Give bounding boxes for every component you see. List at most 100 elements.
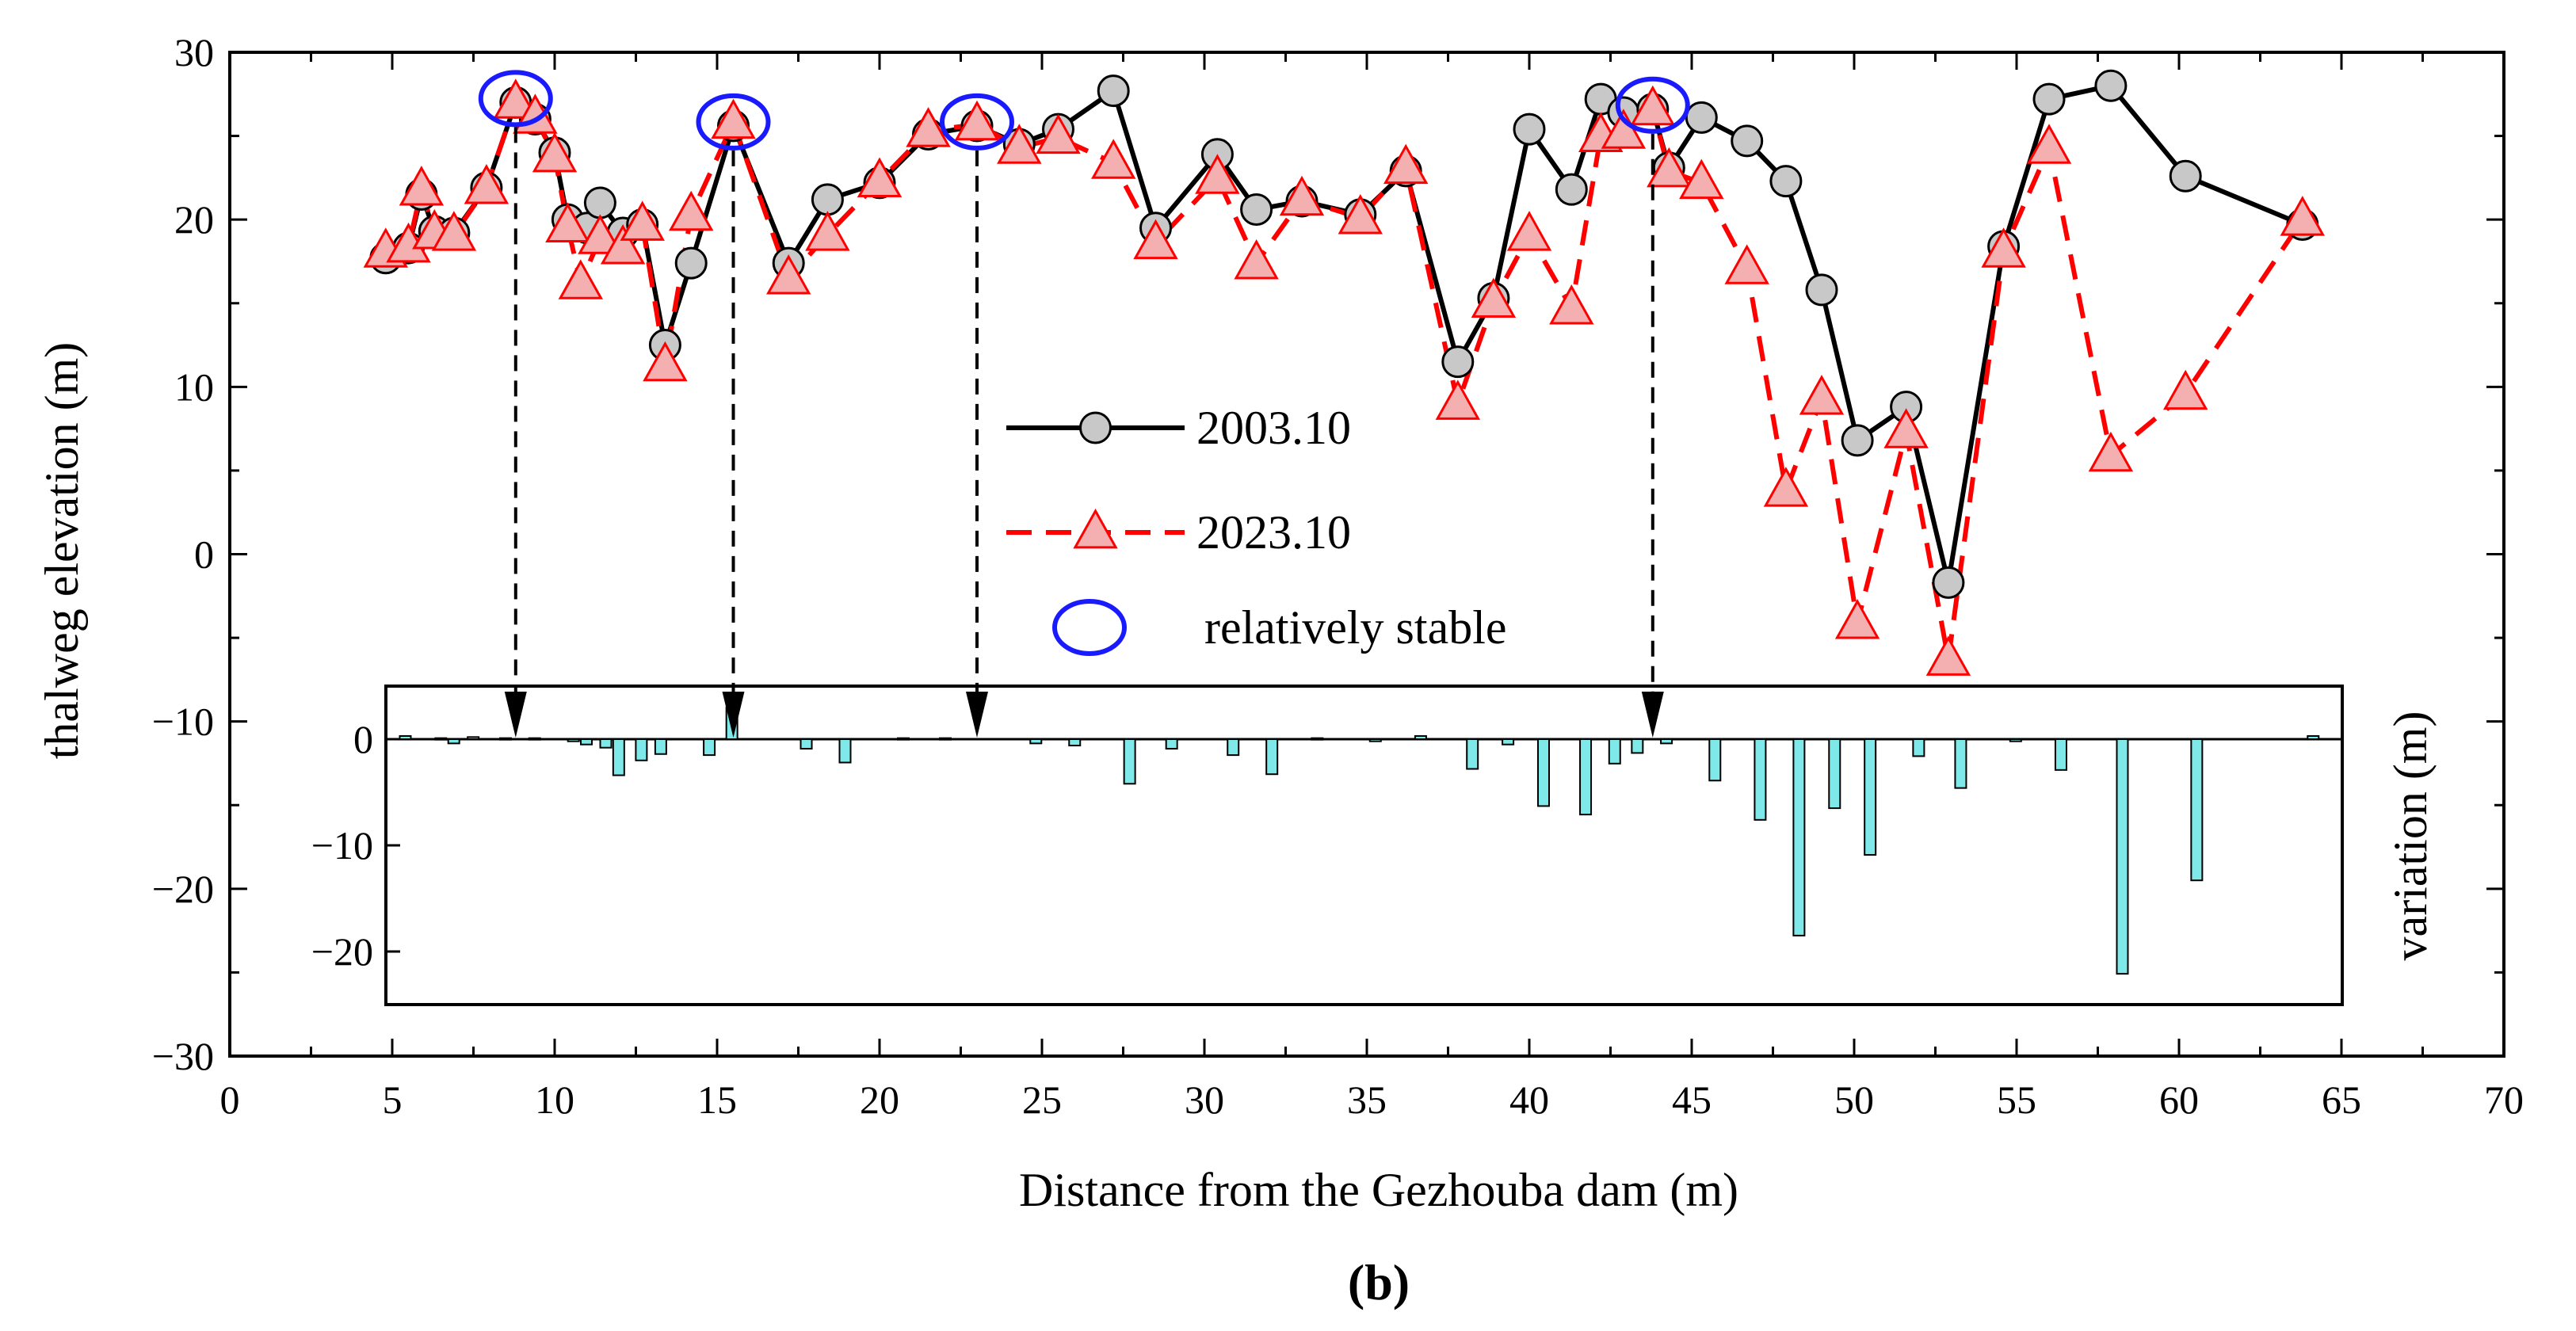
inset-bar [2054,738,2067,771]
x-tick-label: 0 [220,1077,240,1122]
x-tick-label: 10 [535,1077,574,1122]
series-2023-point [805,211,850,251]
series-2003-point [1555,173,1588,206]
series-2023-point [2162,369,2208,410]
series-2023-point [1090,139,1136,179]
stable-arrow-head [504,692,527,738]
series-2023-point [578,214,623,254]
inset-bar [612,738,625,776]
x-tick-label: 5 [383,1077,403,1122]
inset-bar [1864,738,1877,856]
series-2003-point [1805,273,1838,307]
inset-bar [838,738,852,764]
inset-bar [1954,738,1967,789]
inset-bar [434,737,448,741]
main-axes: 0 5 10 15 20 25 30 35 40 45 50 55 60 65 70 −30 −20 −10 0 10… [152,30,2524,1122]
inset-bar [1123,738,1136,785]
series-2003-point [1513,113,1546,146]
inset-bar [703,738,716,757]
stable-arrow-head [1641,692,1664,738]
inset-bar [1912,738,1925,757]
y-tick-label: 20 [174,197,214,242]
inset-bar [1792,738,1806,936]
inset-bar-chart: 0 −10 −20 [311,685,2344,1006]
inset-bar [800,738,813,750]
series-2003-point [2032,82,2066,116]
x-tick-label: 30 [1185,1077,1224,1122]
series-2003-point [583,186,616,219]
inset-bar [654,738,667,755]
series-2023-point [997,124,1042,164]
series-2003-point [1841,424,1874,457]
series-2023-point [643,341,688,382]
inset-bar [2116,738,2129,975]
series-2023-point [1133,219,1178,260]
series-2003-point [1731,124,1764,158]
series-2023-point [2280,196,2326,236]
series-2023-point [620,200,665,241]
inset-bar [1265,738,1279,776]
series-2003-point [1441,345,1475,379]
x-tick-label: 55 [1997,1077,2036,1122]
series-2023-point [1279,175,1325,216]
series-2023-point [668,190,714,231]
inset-bar [467,736,480,741]
series-2003-point [1097,74,1130,108]
series-2023-point [2088,431,2134,472]
y-tick-label: −10 [152,700,214,744]
legend-marker-2003 [1079,411,1112,444]
series-2023-point [711,98,756,139]
series-2023-point [765,254,811,295]
series-2023-point [545,202,590,243]
y-axis-title: thalweg elevation (m) [36,342,88,759]
inset-bar [635,738,648,761]
series-2023-point [1383,143,1429,185]
stable-arrow-head [722,692,745,738]
inset-bar [447,738,460,745]
series-2023-point [399,166,445,206]
series-2023-point [1981,227,2026,268]
inset-bar [567,738,580,742]
legend: 2003.10 2023.10 relatively stable [1006,402,1507,656]
series-2003-point [2094,69,2128,102]
inset-bar [1828,738,1841,810]
series-2023-point [1195,154,1240,194]
series-2023-point [1925,635,1971,676]
series-2023-point [558,259,604,299]
stable-ellipse [1615,76,1690,134]
series-2003-point [1932,566,1965,599]
series-2023-point [1549,284,1594,325]
inset-bar [896,737,910,741]
inset-bar [2190,738,2204,882]
series-2003-point [2169,159,2202,193]
series-2023-point [431,211,477,251]
x-tick-label: 50 [1834,1077,1874,1122]
inset-bar [1754,738,1767,821]
inset-bar [1068,738,1082,747]
legend-label: relatively stable [1204,601,1507,654]
inset-y-axis-title: variation (m) [2384,711,2437,961]
series-2023-point [1036,113,1081,154]
series-2023-point [1471,277,1517,318]
inset-bar [1414,734,1427,740]
inset-bar [2009,738,2022,742]
stable-annotations [478,70,1690,738]
inset-bar [599,738,613,749]
inset-bar [1579,738,1593,816]
inset-bar [580,738,593,746]
inset-bar [528,737,541,741]
series-2023-point [1234,238,1279,280]
x-tick-label: 70 [2484,1077,2524,1122]
x-tick-label: 65 [2322,1077,2361,1122]
stable-ellipse [478,70,553,128]
inset-bar [1311,737,1324,741]
inset-y-tick-label: 0 [353,717,373,761]
legend-label: 2023.10 [1196,506,1351,559]
legend-marker-2023 [1073,508,1118,549]
inset-bar [1660,738,1673,745]
inset-bar [399,734,412,740]
series-2023-point [600,223,646,265]
inset-frame [384,685,2344,1006]
inset-bar [1502,738,1515,746]
